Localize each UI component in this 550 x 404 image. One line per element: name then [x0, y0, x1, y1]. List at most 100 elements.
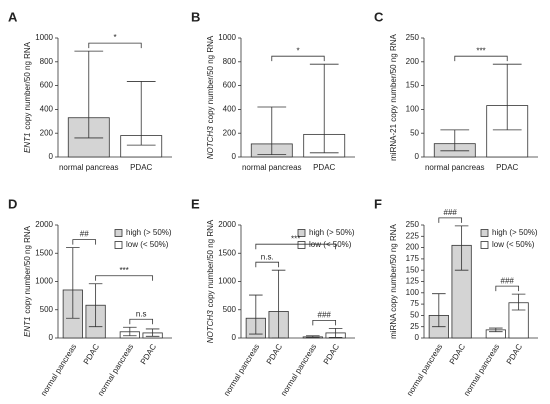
y-tick-label: 500	[223, 305, 237, 314]
x-tick-label: PDAC	[130, 163, 152, 172]
panel-letter: C	[374, 9, 384, 24]
y-tick-label: 200	[406, 57, 420, 66]
y-tick-label: 1000	[35, 277, 53, 286]
panel-letter: F	[374, 196, 382, 211]
significance-bracket	[255, 261, 280, 268]
legend-label: high (> 50%)	[126, 228, 172, 237]
legend-swatch	[480, 241, 489, 249]
significance-bracket	[312, 319, 337, 326]
significance-bracket	[72, 239, 97, 245]
y-tick-label: 1500	[218, 248, 236, 257]
y-label-text: copy number/50 ng RNA	[23, 225, 32, 313]
y-tick-label: 100	[406, 105, 420, 114]
y-tick-label: 800	[223, 57, 237, 66]
significance-bracket	[438, 217, 463, 223]
x-tick-label: PDAC	[265, 342, 285, 366]
y-tick-label: 500	[40, 305, 54, 314]
significance-bracket	[454, 55, 508, 62]
error-bar	[123, 326, 137, 337]
legend-swatch	[114, 241, 123, 249]
x-tick-label: PDAC	[82, 342, 102, 366]
significance-label: *	[113, 33, 116, 42]
y-tick-label: 1000	[218, 277, 236, 286]
x-tick-label: normal pancreas	[39, 342, 78, 397]
x-tick-label: PDAC	[322, 342, 342, 366]
significance-label: ##	[80, 230, 89, 239]
y-label-text: copy number/50 ng RNA	[23, 41, 32, 129]
x-tick-label: normal pancreas	[405, 342, 444, 397]
error-bar	[74, 50, 104, 139]
significance-label: ###	[501, 276, 515, 285]
panel-letter: D	[8, 196, 17, 211]
significance-bracket	[95, 275, 154, 281]
error-bar	[440, 129, 470, 152]
y-label-gene: NOTCH3	[206, 126, 215, 159]
legend-swatch	[297, 229, 306, 237]
y-tick-label: 0	[232, 333, 237, 342]
y-tick-label: 200	[223, 128, 237, 137]
x-tick-label: normal pancreas	[425, 163, 485, 172]
y-tick-label: 50	[410, 128, 419, 137]
significance-label: ***	[476, 46, 485, 55]
y-axis-label: miRNA copy number/50 ng RNA	[389, 223, 398, 338]
panel-letter: A	[8, 9, 18, 24]
x-tick-label: PDAC	[505, 342, 525, 366]
significance-bracket	[255, 243, 337, 250]
legend-swatch	[480, 229, 489, 237]
significance-label: *	[296, 46, 299, 55]
x-tick-label: normal pancreas	[96, 342, 135, 397]
x-tick-label: normal pancreas	[59, 163, 119, 172]
y-tick-label: 2000	[35, 220, 53, 229]
error-bar	[309, 63, 339, 154]
y-tick-label: 1000	[35, 33, 53, 42]
significance-label: ###	[318, 311, 332, 320]
y-label-text: miRNA-21 copy number/50 ng RNA	[389, 33, 398, 160]
x-tick-label: PDAC	[313, 163, 335, 172]
y-tick-label: 50	[410, 311, 419, 320]
y-axis-label: ENT1 copy number/50 ng RNA	[23, 225, 32, 337]
y-tick-label: 2000	[218, 220, 236, 229]
legend-label: low (< 50%)	[492, 240, 535, 249]
error-bar	[257, 106, 287, 156]
significance-label: ***	[291, 234, 300, 243]
y-label-gene: ENT1	[23, 317, 32, 337]
y-tick-label: 25	[410, 322, 419, 331]
y-tick-label: 250	[406, 33, 420, 42]
x-tick-label: normal pancreas	[242, 163, 302, 172]
x-tick-label: PDAC	[139, 342, 159, 366]
error-bar	[271, 269, 286, 339]
legend-swatch	[114, 229, 123, 237]
y-tick-label: 400	[223, 105, 237, 114]
significance-bracket	[129, 318, 154, 325]
error-bar	[88, 283, 103, 328]
error-bar	[145, 328, 160, 337]
y-tick-label: 0	[415, 152, 420, 161]
legend-label: low (< 50%)	[309, 240, 352, 249]
y-tick-label: 800	[40, 57, 54, 66]
y-label-text: copy number/50 ng RNA	[206, 35, 215, 123]
significance-bracket	[495, 285, 520, 292]
x-tick-label: normal pancreas	[222, 342, 261, 397]
y-label-gene: NOTCH3	[206, 310, 215, 343]
error-bar	[511, 293, 526, 311]
y-tick-label: 175	[406, 254, 420, 263]
y-tick-label: 1000	[218, 33, 236, 42]
significance-label: n.s	[136, 309, 147, 318]
error-bar	[249, 294, 263, 335]
error-bar	[489, 327, 503, 333]
significance-label: ***	[119, 266, 128, 275]
y-tick-label: 0	[232, 152, 237, 161]
y-tick-label: 600	[223, 81, 237, 90]
y-axis-label: NOTCH3 copy number/50 ng RNA	[206, 219, 215, 343]
y-tick-label: 125	[406, 277, 420, 286]
x-tick-label: PDAC	[448, 342, 468, 366]
y-axis-label: miRNA-21 copy number/50 ng RNA	[389, 33, 398, 160]
y-label-text: copy number/50 ng RNA	[206, 219, 215, 307]
legend-label: high (> 50%)	[309, 228, 355, 237]
significance-bracket	[88, 42, 142, 49]
legend-swatch	[297, 241, 306, 249]
y-tick-label: 400	[40, 105, 54, 114]
error-bar	[66, 247, 80, 319]
error-bar	[492, 63, 522, 131]
